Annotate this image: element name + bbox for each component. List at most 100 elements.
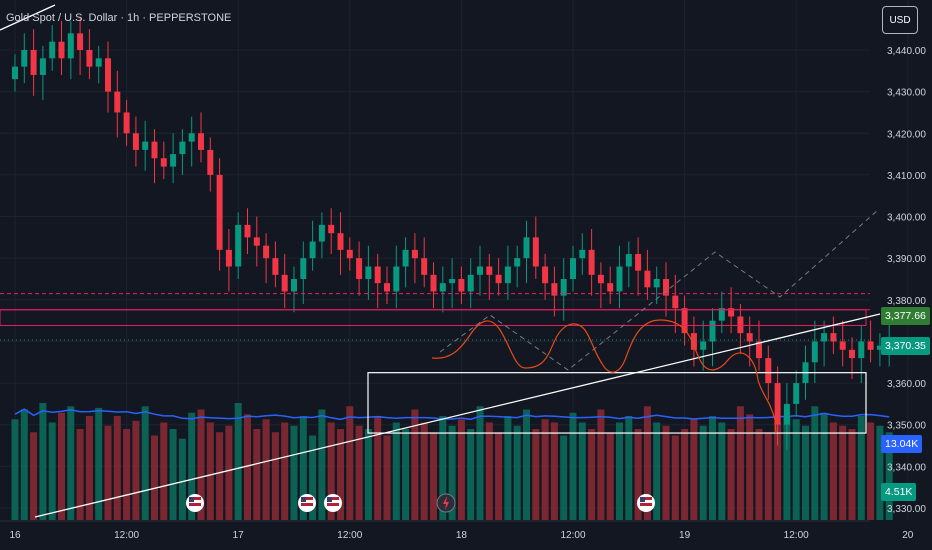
candle-body: [681, 308, 688, 334]
volume-bar: [634, 429, 642, 520]
candle-body: [318, 224, 325, 242]
candle-body: [718, 308, 725, 321]
volume-bar: [355, 425, 363, 520]
volume-bar: [20, 409, 28, 520]
candle-body: [756, 341, 762, 359]
us-flag-icon-canton: [640, 497, 645, 502]
candle-body: [709, 320, 716, 342]
candle-body: [774, 383, 781, 425]
projection-path-curve: [431, 319, 777, 434]
candle-body: [746, 333, 753, 342]
volume-bar: [262, 419, 270, 520]
volume-bar: [755, 429, 763, 520]
candle-body: [86, 50, 93, 67]
candle-body: [783, 403, 790, 425]
volume-bar: [709, 416, 716, 520]
support-box: [367, 372, 867, 434]
x-tick-label: 19: [679, 530, 691, 541]
volume-bar: [113, 416, 121, 520]
y-tick-label: 3,430.00: [887, 88, 926, 99]
candle-body: [272, 258, 279, 275]
volume-bar: [523, 409, 530, 520]
us-flag-icon-canton: [327, 497, 332, 502]
volume-bar: [76, 429, 84, 520]
volume-bars: [11, 403, 893, 520]
volume-bar: [420, 422, 428, 520]
y-tick-label: 3,340.00: [887, 462, 926, 473]
candle-body: [300, 258, 307, 279]
volume-bar: [30, 432, 38, 520]
candle-body: [625, 254, 632, 267]
volume-bar: [839, 425, 847, 520]
volume-ma-tag: 13.04K: [881, 435, 923, 453]
volume-bar: [439, 416, 447, 520]
volume-bar: [271, 432, 279, 520]
event-markers: [186, 493, 655, 513]
candle-body: [477, 266, 483, 275]
candle-body: [160, 158, 167, 167]
candle-body: [467, 274, 474, 292]
volume-bar: [467, 429, 475, 520]
us-flag-icon: [324, 494, 342, 512]
candle-body: [365, 266, 372, 279]
candle-body: [411, 249, 418, 259]
candle-body: [207, 149, 214, 175]
y-tick-label: 3,440.00: [887, 46, 926, 57]
volume-moving-average-line: [14, 408, 890, 421]
lightning-icon: [436, 493, 456, 513]
x-tick-label: 12:00: [784, 530, 809, 541]
volume-bar: [616, 422, 623, 520]
volume-bar: [225, 425, 233, 520]
volume-bar: [820, 412, 828, 520]
volume-bar: [783, 416, 791, 520]
candle-body: [151, 141, 158, 159]
candle-body: [616, 266, 623, 292]
volume-bar: [299, 416, 307, 520]
volume-bar: [746, 414, 754, 520]
volume-bar: [383, 435, 391, 520]
volume-bar: [867, 422, 875, 520]
candle-body: [597, 274, 604, 284]
volume-bar: [169, 429, 177, 520]
us-flag-icon-stripe: [189, 497, 201, 500]
candle-body: [607, 283, 614, 292]
y-tick-label: 3,350.00: [887, 421, 926, 432]
candle-body: [393, 266, 400, 292]
candle-body: [690, 333, 697, 350]
volume-bar: [309, 435, 317, 520]
volume-bar: [327, 422, 335, 520]
volume-bar: [495, 432, 503, 520]
volume-bar: [625, 416, 633, 520]
candle-body: [188, 133, 195, 142]
volume-bar: [160, 422, 168, 520]
candle-body: [77, 33, 84, 50]
volume-bar: [588, 429, 596, 520]
volume-bar: [392, 422, 400, 520]
candle-body: [439, 283, 446, 292]
volume-bar: [653, 422, 661, 520]
candle-body: [486, 266, 493, 275]
us-flag-icon: [637, 494, 655, 512]
candle-body: [560, 279, 567, 296]
candle-body: [579, 249, 586, 259]
candle-body: [198, 133, 204, 150]
volume-bar: [206, 422, 214, 520]
volume-bar: [178, 438, 186, 520]
us-flag-icon-canton: [189, 497, 194, 502]
candle-body: [123, 112, 130, 134]
us-flag-icon-stripe: [301, 497, 313, 500]
volume-bar: [281, 422, 289, 520]
candle-body: [384, 283, 390, 292]
candle-body: [532, 237, 539, 267]
trendline-descending: [0, 4, 56, 31]
candle-body: [12, 66, 18, 80]
candle-body: [570, 258, 576, 279]
currency-button[interactable]: USD: [882, 6, 918, 34]
x-tick-label: 12:00: [560, 530, 585, 541]
volume-bar: [216, 432, 224, 520]
candle-body: [644, 270, 651, 288]
volume-bar: [578, 422, 586, 520]
chart-title: Gold Spot / U.S. Dollar · 1h · PEPPERSTO…: [6, 12, 232, 24]
candle-body: [700, 341, 707, 350]
